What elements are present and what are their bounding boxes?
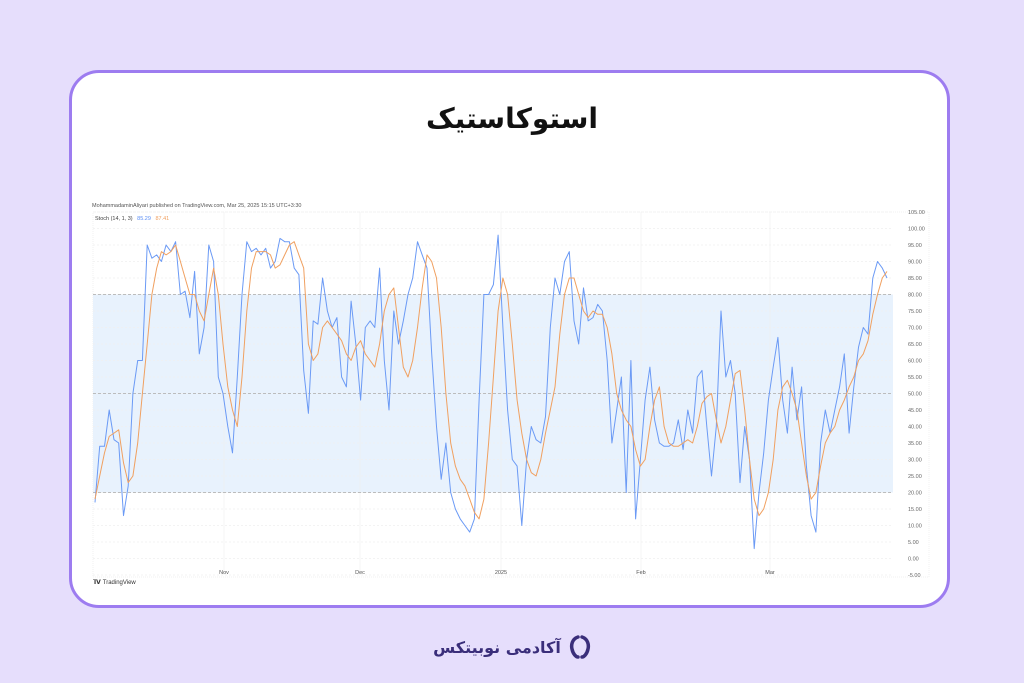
svg-text:Mar: Mar (765, 570, 775, 576)
svg-text:105.00: 105.00 (908, 210, 925, 216)
k-value: 85.29 (137, 216, 151, 222)
svg-text:50.00: 50.00 (908, 392, 922, 398)
indicator-name: Stoch (14, 1, 3) (95, 216, 133, 222)
tradingview-logo: 𝗧𝗩 TradingView (93, 580, 136, 586)
tradingview-logo-icon: 𝗧𝗩 (93, 580, 101, 586)
svg-text:Feb: Feb (636, 570, 645, 576)
svg-text:10.00: 10.00 (908, 524, 922, 530)
svg-text:5.00: 5.00 (908, 540, 919, 546)
svg-text:70.00: 70.00 (908, 326, 922, 332)
svg-text:55.00: 55.00 (908, 375, 922, 381)
svg-text:35.00: 35.00 (908, 441, 922, 447)
svg-text:Dec: Dec (355, 570, 365, 576)
svg-text:95.00: 95.00 (908, 243, 922, 249)
page-title: استوکاستیک (426, 102, 598, 135)
svg-text:0.00: 0.00 (908, 557, 919, 563)
plot-area: 105.00 100.00 95.00 90.00 85.00 80.00 75.00 70.… (92, 210, 930, 579)
svg-text:2025: 2025 (495, 570, 507, 576)
svg-text:60.00: 60.00 (908, 359, 922, 365)
svg-text:45.00: 45.00 (908, 408, 922, 414)
svg-text:Nov: Nov (219, 570, 229, 576)
svg-text:80.00: 80.00 (908, 293, 922, 299)
svg-text:100.00: 100.00 (908, 227, 925, 233)
indicator-legend: Stoch (14, 1, 3) 85.29 87.41 (95, 216, 169, 222)
svg-text:30.00: 30.00 (908, 458, 922, 464)
svg-text:65.00: 65.00 (908, 342, 922, 348)
footer-brand: آکادمی نوبیتکس (0, 634, 1024, 660)
stochastic-chart: MohammadaminAliyari published on Trading… (90, 200, 932, 592)
svg-text:20.00: 20.00 (908, 491, 922, 497)
d-value: 87.41 (155, 216, 170, 222)
svg-text:15.00: 15.00 (908, 507, 922, 513)
svg-text:90.00: 90.00 (908, 260, 922, 266)
nobitex-logo-icon (569, 635, 590, 659)
publisher-caption: MohammadaminAliyari published on Trading… (92, 203, 302, 209)
svg-text:40.00: 40.00 (908, 425, 922, 431)
svg-text:25.00: 25.00 (908, 474, 922, 480)
svg-text:85.00: 85.00 (908, 276, 922, 282)
svg-text:75.00: 75.00 (908, 309, 922, 315)
svg-text:-5.00: -5.00 (908, 573, 921, 579)
brand-name: آکادمی نوبیتکس (433, 637, 561, 657)
